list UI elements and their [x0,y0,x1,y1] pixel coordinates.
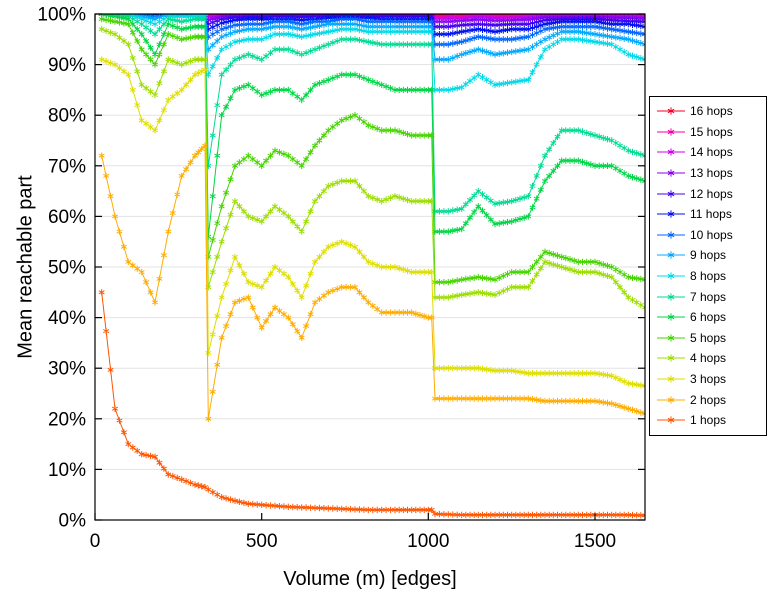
legend-marker-icon [657,313,685,321]
series-markers-1-hops [98,289,645,519]
y-tick-label: 30% [48,359,86,380]
series-markers-7-hops [98,14,645,215]
legend-marker-icon [657,396,685,404]
y-tick-label: 100% [37,5,86,26]
legend-item: 5 hops [652,328,764,349]
legend-label: 10 hops [690,227,733,242]
legend-item: 1 hops [652,410,764,431]
x-tick-label: 500 [246,531,278,552]
y-tick-label: 80% [48,106,86,127]
series-line-1-hops [101,292,645,516]
legend-item: 8 hops [652,266,764,287]
legend-label: 8 hops [690,269,727,284]
x-tick-label: 0 [90,531,101,552]
y-tick-label: 0% [59,511,87,532]
x-axis-label: Volume (m) [edges] [283,568,457,590]
series-line-3-hops [101,59,645,387]
legend-item: 11 hops [652,204,764,225]
series-line-6-hops [101,14,645,237]
legend-label: 12 hops [690,186,733,201]
legend-item: 12 hops [652,183,764,204]
legend-label: 2 hops [690,392,727,407]
series-markers-9-hops [98,14,645,63]
y-tick-label: 10% [48,460,86,481]
legend-label: 1 hops [690,413,727,428]
legend-label: 15 hops [690,124,733,139]
legend-marker-icon [657,107,685,115]
legend-item: 6 hops [652,307,764,328]
legend-item: 10 hops [652,225,764,246]
legend-marker-icon [657,231,685,239]
y-tick-label: 60% [48,207,86,228]
legend-marker-icon [657,293,685,301]
y-tick-label: 40% [48,308,86,329]
series-group [98,14,645,519]
legend-item: 13 hops [652,163,764,184]
series-markers-2-hops [98,142,645,422]
y-tick-label: 20% [48,409,86,430]
series-markers-8-hops [98,14,645,94]
legend-item: 2 hops [652,389,764,410]
legend: 16 hops 15 hops 14 hops 13 hops 12 hops 11 ho… [649,96,767,436]
legend-label: 3 hops [690,372,727,387]
x-tick-label: 1500 [574,531,616,552]
legend-item: 9 hops [652,245,764,266]
legend-item: 15 hops [652,122,764,143]
series-line-2-hops [101,144,645,419]
legend-label: 7 hops [690,289,727,304]
legend-item: 7 hops [652,286,764,307]
legend-item: 14 hops [652,142,764,163]
legend-marker-icon [657,169,685,177]
legend-item: 3 hops [652,369,764,390]
legend-label: 13 hops [690,166,733,181]
y-tick-label: 50% [48,258,86,279]
legend-label: 9 hops [690,248,727,263]
x-tick-label: 1000 [407,531,449,552]
legend-marker-icon [657,128,685,136]
legend-label: 11 hops [690,207,732,222]
legend-marker-icon [657,251,685,260]
series-markers-4-hops [98,26,645,311]
legend-label: 14 hops [690,145,733,160]
y-tick-label: 90% [48,55,86,76]
legend-marker-icon [657,416,685,424]
legend-label: 5 hops [690,330,727,345]
legend-label: 6 hops [690,310,727,325]
series-markers-6-hops [98,14,645,240]
legend-marker-icon [657,190,685,198]
legend-marker-icon [657,210,685,218]
legend-item: 4 hops [652,348,764,369]
legend-marker-icon [657,354,685,363]
y-axis-label: Mean reachable part [14,175,37,359]
legend-marker-icon [657,334,685,342]
legend-item: 16 hops [652,101,764,122]
series-markers-5-hops [98,15,645,286]
legend-marker-icon [657,375,685,383]
series-line-5-hops [101,18,645,283]
legend-label: 16 hops [690,104,733,119]
legend-marker-icon [657,148,685,157]
legend-marker-icon [657,272,685,280]
series-markers-3-hops [98,56,645,390]
y-tick-label: 70% [48,156,86,177]
legend-label: 4 hops [690,351,727,366]
